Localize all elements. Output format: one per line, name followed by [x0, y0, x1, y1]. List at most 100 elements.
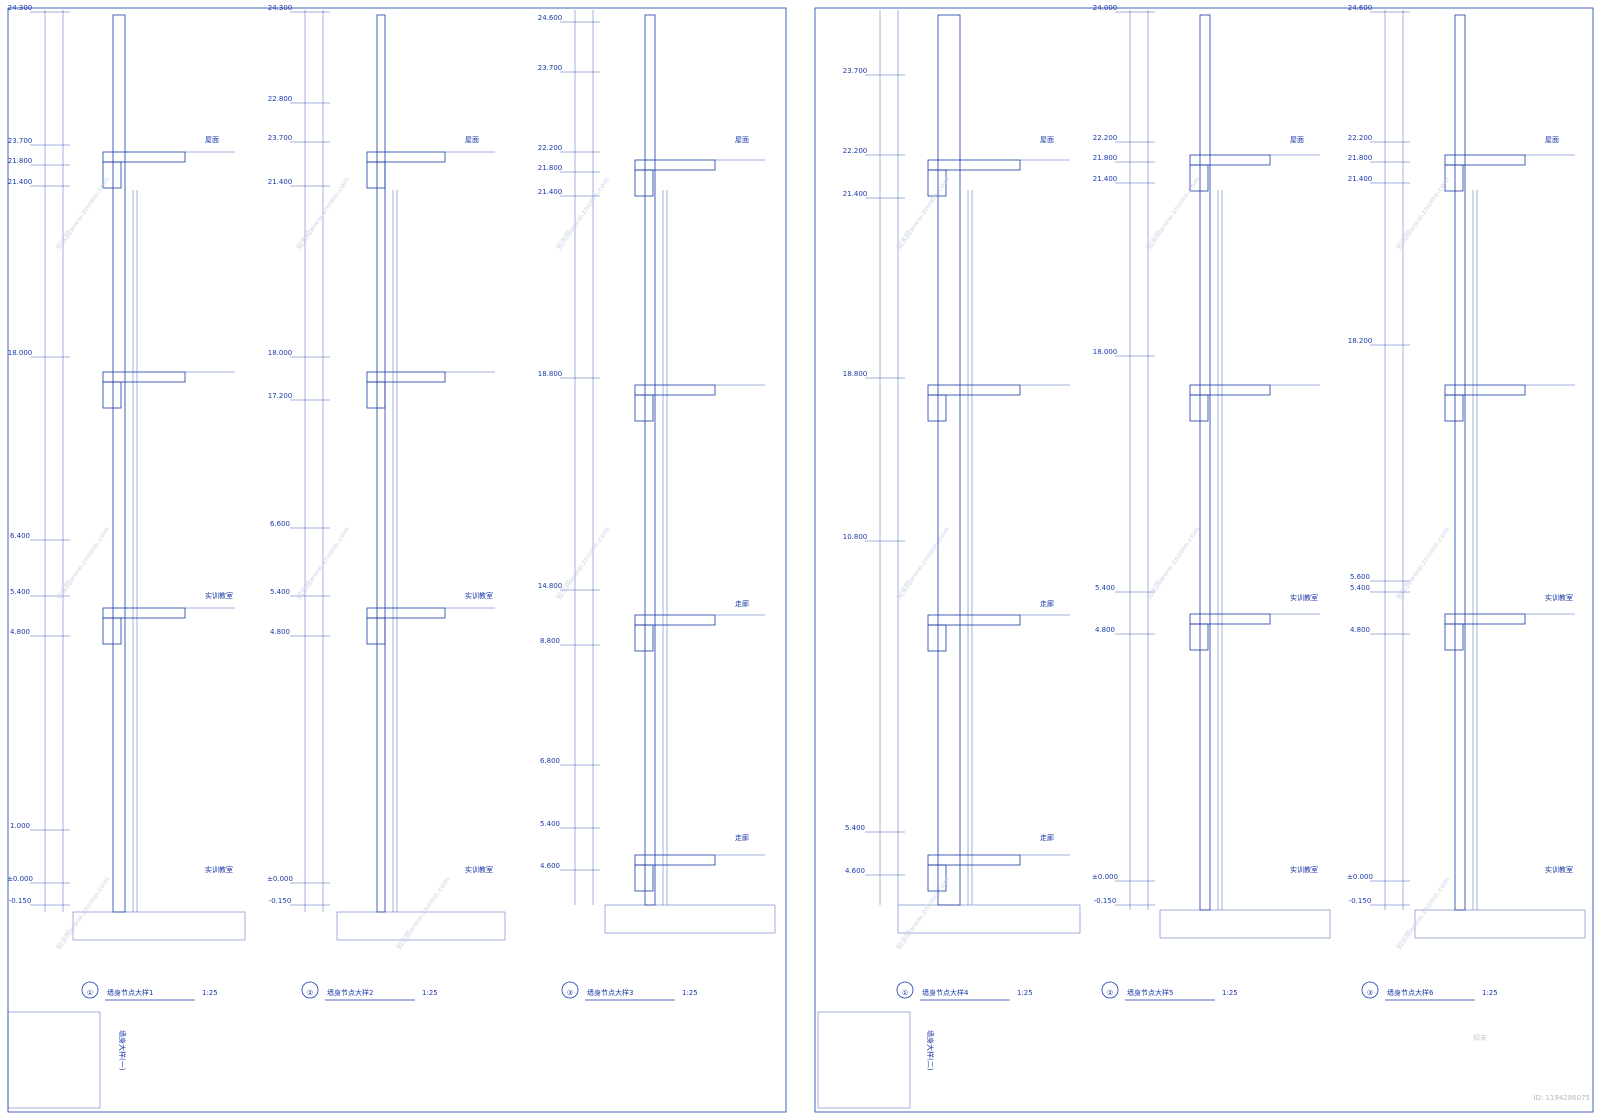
beam: [102, 617, 122, 645]
floor-slab: [634, 384, 716, 396]
title-block: [817, 1011, 911, 1109]
ground: [1159, 909, 1331, 939]
detail-title: 墙身节点大样4: [922, 988, 969, 997]
wall: [1199, 14, 1211, 911]
detail-scale: 1:25: [1482, 989, 1498, 997]
floor-slab: [1444, 384, 1526, 396]
floor-slab: [1444, 154, 1526, 166]
sheet-label: 墙身大样(二): [926, 1030, 935, 1071]
wall-detail: 24.300 22.800 23.700 21.400 18.000 17.200 6.60…: [267, 4, 506, 1001]
wall-detail: 24.600 22.200 21.800 21.400 18.200 5.600 5.400…: [1347, 4, 1586, 1001]
wall-detail: 24.300 23.700 21.800 21.400 18.000 6.400 5.400…: [7, 4, 246, 1001]
detail-title: 墙身节点大样2: [327, 988, 373, 997]
level-label: 24.000: [1093, 4, 1118, 12]
room-label: 走廊: [1040, 833, 1054, 842]
detail-title: 墙身节点大样3: [587, 988, 633, 997]
floor-slab: [927, 384, 1021, 396]
watermark: 知末网www.znzmo.com: [554, 525, 612, 602]
level-label: ±0.000: [1347, 873, 1373, 881]
beam: [1444, 394, 1464, 422]
beam: [1444, 164, 1464, 192]
level-label: 5.400: [845, 824, 865, 832]
beam: [634, 169, 654, 197]
watermark: 知末网www.znzmo.com: [1394, 875, 1452, 952]
wall-detail: 24.600 23.700 22.200 21.800 21.400 18.800 14.8…: [538, 10, 776, 1001]
floor-slab: [102, 151, 186, 163]
floor-slab: [366, 371, 446, 383]
level-label: 18.800: [843, 370, 868, 378]
level-label: 18.000: [8, 349, 33, 357]
beam: [366, 381, 386, 409]
watermark: 知末网www.znzmo.com: [54, 525, 112, 602]
title-circle: [896, 981, 914, 999]
room-label: 实训教室: [205, 591, 233, 600]
level-label: -0.150: [1349, 897, 1372, 905]
watermark: 知末网www.znzmo.com: [54, 875, 112, 952]
beam: [1189, 394, 1209, 422]
level-label: 23.700: [843, 67, 868, 75]
floor-slab: [1189, 154, 1271, 166]
room-label: 屋面: [205, 136, 219, 144]
beam: [366, 161, 386, 189]
detail-number: ②: [1107, 989, 1113, 997]
detail-number: ①: [87, 989, 93, 997]
room-label: 屋面: [1290, 136, 1304, 144]
level-label: 24.600: [1348, 4, 1373, 12]
level-label: 21.400: [1348, 175, 1373, 183]
beam: [927, 864, 947, 892]
watermark: 知末网www.znzmo.com: [894, 525, 952, 602]
level-label: 8.800: [540, 637, 560, 645]
beam: [1189, 164, 1209, 192]
level-label: 21.800: [1348, 154, 1373, 162]
floor-slab: [1444, 613, 1526, 625]
beam: [1444, 623, 1464, 651]
level-label: 4.800: [270, 628, 290, 636]
room-label: 实训教室: [465, 865, 493, 874]
watermark: 知末网www.znzmo.com: [1394, 175, 1452, 252]
detail-number: ③: [567, 989, 573, 997]
sheet-label: 墙身大样(一): [118, 1030, 127, 1071]
level-label: ±0.000: [7, 875, 33, 883]
floor-slab: [927, 614, 1021, 626]
detail-number: ①: [902, 989, 908, 997]
level-label: 18.000: [1093, 348, 1118, 356]
title-circle: [1361, 981, 1379, 999]
level-label: 1.000: [10, 822, 30, 830]
level-label: -0.150: [1094, 897, 1117, 905]
level-label: 24.600: [538, 14, 563, 22]
level-label: 4.800: [1095, 626, 1115, 634]
watermark: 知末网www.znzmo.com: [894, 875, 952, 952]
floor-slab: [634, 159, 716, 171]
beam: [102, 381, 122, 409]
watermark: 知末网www.znzmo.com: [1394, 525, 1452, 602]
level-label: 22.800: [268, 95, 293, 103]
sheet-border: [7, 7, 787, 1113]
room-label: 屋面: [735, 136, 749, 144]
id-label: ID: 1194286075: [1533, 1094, 1590, 1102]
wall: [644, 14, 656, 906]
wall: [937, 14, 961, 906]
watermark: 知末网www.znzmo.com: [54, 175, 112, 252]
title-circle: [81, 981, 99, 999]
level-label: 5.400: [540, 820, 560, 828]
floor-slab: [634, 614, 716, 626]
ground: [72, 911, 246, 941]
beam: [102, 161, 122, 189]
beam: [366, 617, 386, 645]
watermark: 知末网www.znzmo.com: [394, 875, 452, 952]
detail-title: 墙身节点大样6: [1387, 988, 1434, 997]
level-label: 5.400: [1095, 584, 1115, 592]
detail-scale: 1:25: [422, 989, 438, 997]
level-label: 21.400: [843, 190, 868, 198]
floor-slab: [1189, 384, 1271, 396]
wall: [112, 14, 126, 913]
level-label: 21.400: [268, 178, 293, 186]
detail-scale: 1:25: [682, 989, 698, 997]
room-label: 实训教室: [1290, 593, 1318, 602]
level-label: 21.400: [538, 188, 563, 196]
level-label: 4.800: [10, 628, 30, 636]
title-circle: [561, 981, 579, 999]
room-label: 走廊: [735, 833, 749, 842]
level-label: 22.200: [843, 147, 868, 155]
